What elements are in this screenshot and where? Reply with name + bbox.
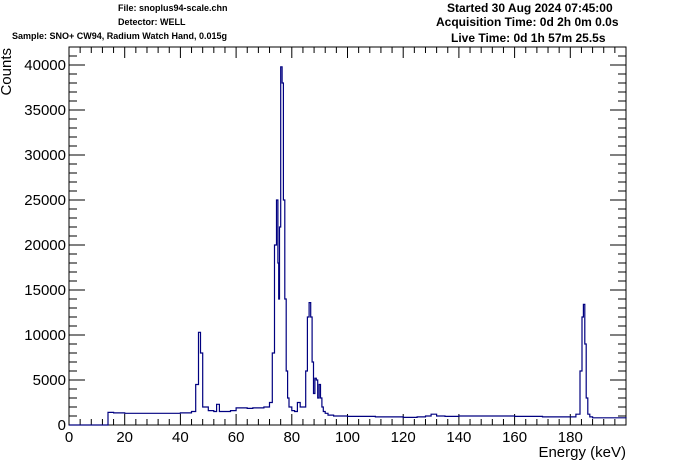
detector-label: Detector: WELL: [118, 17, 186, 27]
y-tick-label: 30000: [24, 147, 66, 164]
x-tick-label: 60: [228, 429, 245, 446]
acquisition-time-label: Acquisition Time: 0d 2h 0m 0.0s: [436, 15, 619, 29]
x-tick-label: 40: [172, 429, 189, 446]
chart-labels: 0 20 40 60 80 100 120 140 160 180 0 5000 10000 15000 2…: [0, 48, 626, 461]
live-time-label: Live Time: 0d 1h 57m 25.5s: [451, 31, 606, 45]
x-tick-label: 120: [391, 429, 416, 446]
plot-frame: [68, 46, 627, 426]
y-tick-label: 25000: [24, 192, 66, 209]
x-tick-label: 100: [335, 429, 360, 446]
x-tick-label: 80: [283, 429, 300, 446]
y-tick-label: 15000: [24, 282, 66, 299]
x-tick-label: 20: [116, 429, 133, 446]
y-tick-label: 20000: [24, 237, 66, 254]
x-axis-title: Energy (keV): [538, 444, 626, 461]
y-tick-label: 10000: [24, 327, 66, 344]
sample-label: Sample: SNO+ CW94, Radium Watch Hand, 0.…: [12, 31, 227, 41]
x-tick-label: 160: [502, 429, 527, 446]
start-time-label: Started 30 Aug 2024 07:45:00: [447, 1, 613, 15]
chart-axes: [68, 46, 627, 426]
file-label: File: snoplus94-scale.chn: [118, 3, 228, 13]
spectrum-line: [69, 66, 627, 426]
y-tick-label: 40000: [24, 57, 66, 74]
chart-series: [69, 66, 627, 426]
x-tick-label: 180: [558, 429, 583, 446]
y-tick-label: 35000: [24, 102, 66, 119]
x-tick-label: 0: [65, 429, 73, 446]
y-tick-label: 0: [58, 417, 66, 434]
y-axis-title: Counts: [0, 48, 15, 96]
y-tick-label: 5000: [33, 372, 66, 389]
x-tick-label: 140: [446, 429, 471, 446]
